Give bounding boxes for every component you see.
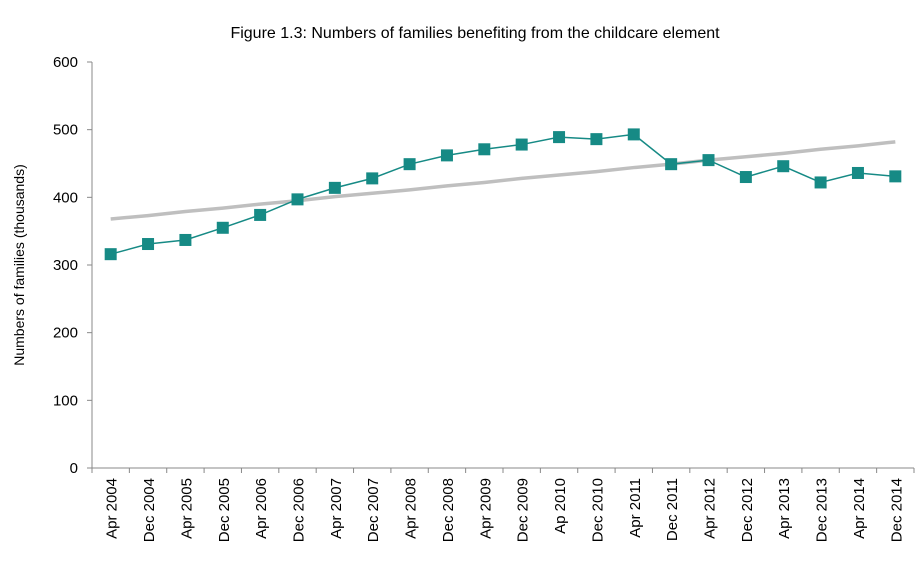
x-tick-label: Apr 2004 (104, 478, 121, 539)
x-tick-label: Apr 2013 (776, 478, 793, 539)
x-tick-label: Ap 2010 (552, 478, 569, 534)
marker (104, 248, 117, 261)
marker (515, 138, 528, 151)
marker (665, 158, 678, 171)
x-tick-label: Dec 2007 (365, 478, 382, 542)
marker (440, 149, 453, 162)
y-axis-label: Numbers of families (thousands) (11, 164, 27, 366)
marker (553, 131, 566, 144)
marker (627, 128, 640, 141)
y-tick-label: 100 (53, 392, 78, 409)
y-tick-label: 0 (70, 460, 78, 477)
marker (777, 160, 790, 173)
marker (478, 143, 491, 156)
x-tick-label: Dec 2011 (664, 478, 681, 541)
marker (590, 133, 603, 146)
marker (291, 193, 304, 206)
x-tick-label: Dec 2008 (440, 478, 457, 542)
x-tick-label: Apr 2006 (253, 478, 270, 539)
marker (142, 238, 155, 251)
marker (403, 158, 416, 171)
series-line (110, 133, 896, 255)
marker (739, 171, 752, 184)
marker (216, 221, 229, 234)
marker (889, 170, 902, 183)
x-tick-label: Apr 2012 (702, 478, 719, 539)
x-tick-label: Dec 2012 (739, 478, 756, 542)
y-tick-label: 400 (53, 189, 78, 206)
x-tick-label: Apr 2009 (477, 478, 494, 539)
x-tick-label: Dec 2014 (888, 478, 905, 542)
x-tick-label: Apr 2014 (851, 478, 868, 539)
x-tick-label: Dec 2006 (291, 478, 308, 542)
x-tick-label: Dec 2004 (141, 478, 158, 542)
x-tick-label: Apr 2005 (178, 478, 195, 539)
y-tick-label: 200 (53, 325, 78, 342)
y-tick-label: 600 (53, 54, 78, 71)
y-tick-label: 300 (53, 257, 78, 274)
x-tick-label: Dec 2013 (814, 478, 831, 542)
marker (328, 181, 341, 194)
x-tick-label: Dec 2009 (515, 478, 532, 542)
y-tick-label: 500 (53, 122, 78, 139)
x-tick-label: Apr 2011 (627, 478, 644, 538)
chart-title: Figure 1.3: Numbers of families benefiti… (230, 25, 720, 42)
x-tick-label: Apr 2008 (403, 478, 420, 539)
x-tick-label: Dec 2010 (589, 478, 606, 542)
x-tick-label: Apr 2007 (328, 478, 345, 539)
marker (702, 154, 715, 167)
marker (851, 166, 864, 179)
marker (179, 233, 192, 246)
x-tick-label: Dec 2005 (216, 478, 233, 542)
marker (254, 208, 267, 221)
marker (366, 172, 379, 185)
marker (814, 176, 827, 189)
series-line (110, 140, 896, 221)
